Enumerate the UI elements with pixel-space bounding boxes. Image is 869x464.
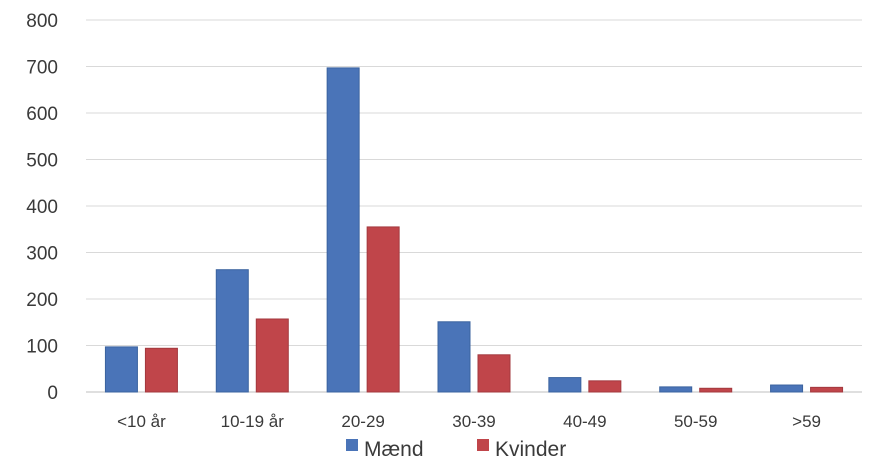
bar-kvinder-4 [588,380,622,393]
bar-kvinder-6 [810,386,844,393]
bar-maend-5 [659,386,693,393]
y-tick-label: 100 [26,337,58,358]
y-tick-label: 500 [26,151,58,172]
bar-maend-0 [104,346,138,393]
y-axis-tick-labels: 0 100 200 300 400 500 600 700 800 [26,11,58,404]
bars [104,67,844,393]
y-tick-label: 400 [26,197,58,218]
legend-swatch-kvinder [477,439,489,451]
bar-maend-3 [437,321,471,393]
bar-kvinder-5 [699,387,733,393]
bar-kvinder-1 [255,318,289,393]
y-tick-label: 800 [26,11,58,32]
legend: Mænd Kvinder [346,438,566,461]
x-tick-label: 40-49 [563,412,606,431]
bar-maend-6 [770,384,804,393]
legend-label-maend: Mænd [364,438,424,459]
y-tick-label: 700 [26,58,58,79]
legend-swatch-maend [346,439,358,451]
gridlines [86,19,862,393]
x-tick-label: 50-59 [674,412,717,431]
bar-maend-1 [215,269,249,393]
x-axis-tick-labels: <10 år 10-19 år 20-29 30-39 40-49 50-59 >59 [117,412,821,431]
bar-kvinder-2 [366,226,400,393]
x-tick-label: 30-39 [452,412,495,431]
x-tick-label: <10 år [117,412,166,431]
bar-maend-2 [326,67,360,393]
x-tick-label: >59 [792,412,821,431]
y-tick-label: 0 [47,383,58,404]
y-tick-label: 600 [26,104,58,125]
legend-label-kvinder: Kvinder [495,438,566,459]
bar-kvinder-0 [144,347,178,393]
bar-kvinder-3 [477,354,511,393]
x-tick-label: 20-29 [341,412,384,431]
x-tick-label: 10-19 år [221,412,285,431]
y-tick-label: 300 [26,244,58,265]
y-tick-label: 200 [26,290,58,311]
bar-maend-4 [548,377,582,393]
